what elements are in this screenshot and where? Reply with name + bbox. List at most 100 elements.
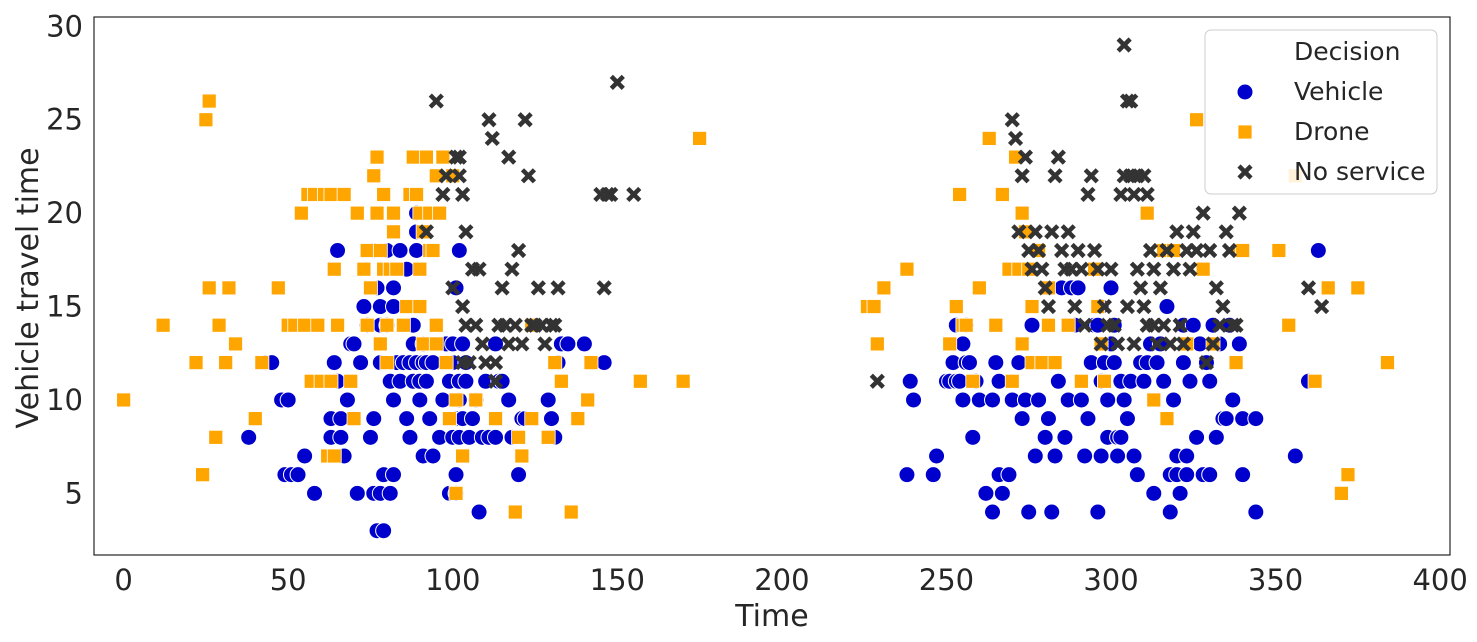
data-point: [1044, 224, 1060, 240]
data-point: [195, 467, 211, 483]
x-tick-label: 250: [919, 563, 974, 597]
data-point: [352, 354, 370, 372]
data-point: [349, 205, 365, 221]
data-point: [1307, 373, 1323, 389]
data-point: [447, 466, 465, 484]
data-point: [1146, 392, 1162, 408]
data-points: [116, 37, 1395, 540]
data-point: [330, 317, 345, 333]
legend: Decision Vehicle Drone No service: [1204, 29, 1438, 195]
data-point: [1043, 503, 1061, 521]
data-point: [412, 299, 428, 314]
x-tick-label: 350: [1248, 563, 1303, 597]
data-point: [869, 336, 885, 352]
data-point: [563, 504, 579, 520]
data-point: [361, 428, 379, 446]
data-point: [348, 484, 366, 502]
data-point: [415, 336, 431, 352]
data-point: [155, 317, 171, 333]
data-point: [1023, 316, 1041, 334]
legend-vehicle-marker: [1236, 83, 1254, 101]
data-point: [481, 112, 497, 128]
data-point: [1031, 242, 1047, 259]
data-point: [1350, 280, 1366, 296]
data-point: [1380, 355, 1395, 370]
data-point: [692, 131, 707, 146]
data-point: [381, 484, 399, 502]
data-point: [454, 335, 472, 353]
data-point: [1202, 242, 1218, 259]
data-point: [270, 280, 286, 296]
data-point: [1099, 391, 1117, 409]
data-point: [1047, 355, 1063, 370]
data-point: [547, 355, 563, 370]
data-point: [470, 503, 488, 521]
data-point: [1159, 242, 1175, 259]
data-point: [1189, 112, 1204, 128]
x-tick-label: 100: [425, 563, 480, 597]
data-point: [1175, 336, 1191, 352]
data-point: [1148, 354, 1166, 372]
data-point: [457, 354, 475, 372]
data-point: [289, 466, 307, 484]
data-point: [1115, 391, 1133, 409]
data-point: [517, 112, 533, 128]
y-axis-ticks: 5 10 15 20 25 30: [46, 9, 83, 510]
data-point: [1129, 261, 1145, 277]
data-point: [1191, 335, 1209, 353]
data-point: [675, 373, 691, 389]
data-point: [1040, 298, 1057, 315]
data-point: [359, 243, 375, 258]
data-point: [1093, 336, 1109, 352]
data-point: [1271, 243, 1287, 258]
data-point: [428, 317, 444, 333]
data-point: [596, 280, 612, 296]
data-point: [346, 411, 362, 427]
data-point: [899, 261, 915, 277]
data-point: [435, 186, 451, 203]
y-axis-label: Vehicle travel time: [11, 147, 46, 428]
data-point: [1112, 428, 1130, 446]
data-point: [363, 280, 378, 296]
data-point: [326, 448, 342, 464]
data-point: [951, 372, 969, 390]
data-point: [412, 261, 428, 277]
data-point: [1228, 317, 1244, 333]
data-point: [603, 186, 619, 203]
data-point: [1149, 336, 1165, 352]
data-point: [1118, 410, 1136, 428]
data-point: [293, 205, 309, 221]
data-point: [1201, 372, 1219, 390]
data-point: [1026, 447, 1044, 465]
data-point: [553, 373, 569, 389]
data-point: [425, 243, 441, 258]
data-point: [1056, 428, 1074, 446]
data-point: [1079, 410, 1097, 428]
data-point: [366, 168, 382, 184]
data-point: [296, 447, 314, 465]
data-point: [971, 280, 987, 296]
data-point: [1102, 279, 1120, 297]
y-tick-label: 30: [46, 9, 83, 43]
data-point: [375, 522, 393, 540]
data-point: [369, 205, 385, 221]
data-point: [1178, 447, 1196, 465]
data-point: [543, 317, 560, 333]
y-tick-label: 5: [65, 476, 83, 510]
data-point: [332, 428, 350, 446]
data-point: [297, 317, 313, 333]
data-point: [1000, 466, 1018, 484]
data-point: [1195, 205, 1211, 221]
data-point: [438, 168, 454, 184]
data-point: [218, 355, 234, 370]
data-point: [326, 261, 342, 277]
data-point: [438, 355, 454, 370]
data-point: [1136, 298, 1152, 315]
data-point: [1083, 168, 1099, 184]
data-point: [442, 411, 457, 427]
data-point: [1281, 317, 1297, 333]
data-point: [240, 428, 258, 446]
data-point: [487, 354, 504, 371]
data-point: [501, 149, 517, 165]
data-point: [1300, 280, 1317, 296]
